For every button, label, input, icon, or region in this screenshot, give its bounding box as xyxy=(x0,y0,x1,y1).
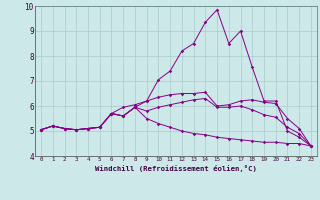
X-axis label: Windchill (Refroidissement éolien,°C): Windchill (Refroidissement éolien,°C) xyxy=(95,165,257,172)
